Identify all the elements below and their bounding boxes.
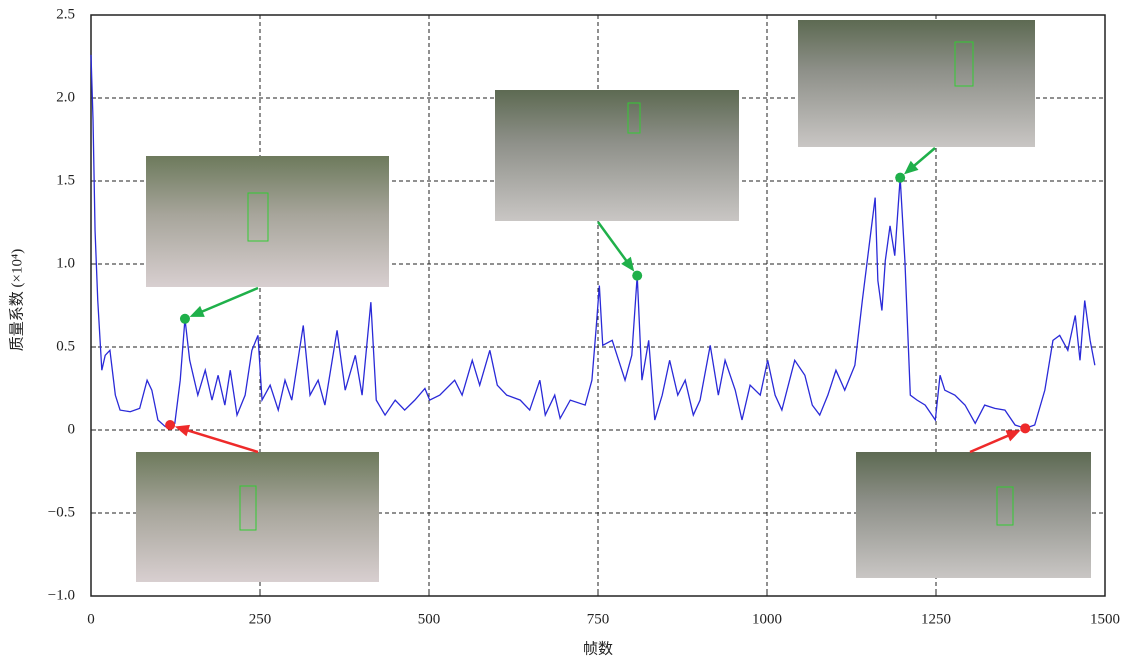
photo-insets <box>136 20 1091 582</box>
arrow-head <box>903 160 919 175</box>
photo-inset <box>798 20 1035 147</box>
y-tick-label: 2.0 <box>56 89 75 105</box>
detection-box <box>627 102 641 134</box>
detection-box <box>239 485 257 531</box>
y-tick-label: −1.0 <box>48 587 75 603</box>
x-tick-label: 500 <box>418 611 441 627</box>
x-axis-label: 帧数 <box>583 640 613 657</box>
annotation-arrow <box>596 221 631 266</box>
x-tick-label: 750 <box>587 611 610 627</box>
y-tick-label: −0.5 <box>48 504 75 520</box>
x-tick-label: 1250 <box>921 611 951 627</box>
y-tick-label: 1.5 <box>56 172 75 188</box>
photo-inset <box>495 90 739 221</box>
highlight-point <box>165 420 176 431</box>
annotation-arrow <box>182 427 259 454</box>
detection-box <box>247 192 269 242</box>
photo-inset <box>856 452 1091 578</box>
arrow-head <box>174 424 191 437</box>
detection-box <box>954 41 974 87</box>
annotations <box>165 147 1031 454</box>
x-tick-label: 1500 <box>1090 611 1120 627</box>
y-tick-label: 2.5 <box>56 6 75 22</box>
y-axis-label: 质量系数 (×10⁴) <box>8 249 25 351</box>
x-tick-label: 250 <box>249 611 272 627</box>
photo-inset <box>136 452 379 582</box>
y-tick-label: 0.5 <box>56 338 75 354</box>
highlight-point <box>895 172 906 183</box>
annotation-arrow <box>969 432 1014 454</box>
arrow-head <box>189 305 205 317</box>
arrow-head <box>1005 430 1021 442</box>
plot-frame <box>90 14 1106 597</box>
y-tick-label: 1.0 <box>56 255 75 271</box>
x-tick-label: 1000 <box>752 611 782 627</box>
y-tick-label: 0 <box>68 421 76 437</box>
highlight-point <box>179 313 190 324</box>
annotation-arrow <box>196 286 259 315</box>
highlight-point <box>1020 423 1031 434</box>
arrow-head <box>621 256 635 272</box>
plot-area: −1.0 −0.5 0 0.5 1.0 1.5 2.0 2.5 0 250 500 750 1000 12… <box>48 6 1120 627</box>
detection-box <box>996 486 1014 526</box>
data-line <box>90 54 1096 430</box>
x-tick-label: 0 <box>87 611 95 627</box>
highlight-point <box>632 270 643 281</box>
